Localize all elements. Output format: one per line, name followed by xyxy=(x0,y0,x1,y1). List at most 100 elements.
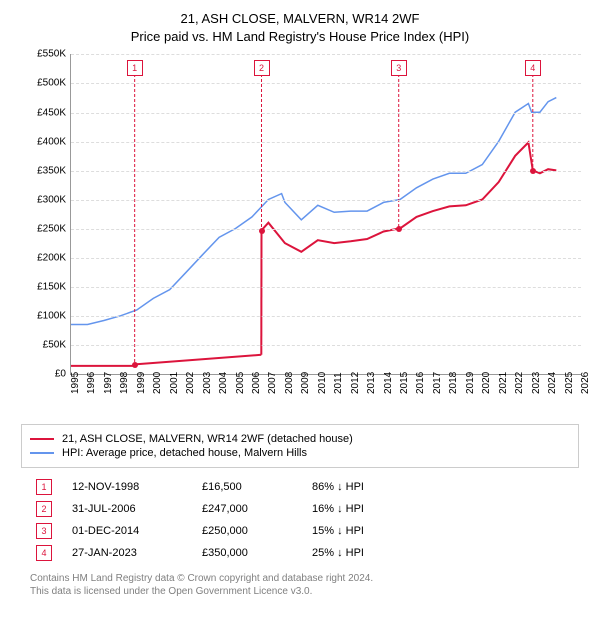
y-tick-label: £300K xyxy=(37,194,66,205)
legend-swatch xyxy=(30,452,54,454)
y-axis: £0£50K£100K£150K£200K£250K£300K£350K£400… xyxy=(20,54,70,374)
sale-marker-box: 2 xyxy=(254,60,270,76)
gridline xyxy=(71,171,581,172)
x-tick-label: 2024 xyxy=(547,372,558,394)
y-tick-label: £0 xyxy=(55,369,66,380)
sale-date: 01-DEC-2014 xyxy=(72,525,202,537)
x-tick-label: 2003 xyxy=(202,372,213,394)
legend-label: 21, ASH CLOSE, MALVERN, WR14 2WF (detach… xyxy=(62,433,353,445)
y-tick-label: £350K xyxy=(37,165,66,176)
sale-dot xyxy=(530,168,536,174)
sale-dot xyxy=(259,228,265,234)
sale-price: £247,000 xyxy=(202,503,312,515)
x-tick-label: 2021 xyxy=(498,372,509,394)
sales-table: 1 12-NOV-1998£16,50086% ↓ HPI 231-JUL-2006… xyxy=(30,476,570,564)
x-tick-label: 2014 xyxy=(383,372,394,394)
x-tick-label: 2006 xyxy=(251,372,262,394)
footer-line-2: This data is licensed under the Open Gov… xyxy=(30,585,570,598)
legend-item: 21, ASH CLOSE, MALVERN, WR14 2WF (detach… xyxy=(30,433,570,445)
sale-marker-box: 3 xyxy=(391,60,407,76)
gridline xyxy=(71,229,581,230)
sale-price: £350,000 xyxy=(202,547,312,559)
gridline xyxy=(71,316,581,317)
x-tick-label: 2025 xyxy=(564,372,575,394)
y-tick-label: £450K xyxy=(37,107,66,118)
sale-diff: 15% ↓ HPI xyxy=(312,525,570,537)
sale-price: £250,000 xyxy=(202,525,312,537)
x-tick-label: 2004 xyxy=(218,372,229,394)
sale-diff: 86% ↓ HPI xyxy=(312,481,570,493)
x-tick-label: 1998 xyxy=(119,372,130,394)
x-tick-label: 2015 xyxy=(399,372,410,394)
sale-number-badge: 1 xyxy=(36,479,52,495)
x-tick-label: 2000 xyxy=(152,372,163,394)
x-tick-label: 2012 xyxy=(350,372,361,394)
gridline xyxy=(71,83,581,84)
sale-date: 27-JAN-2023 xyxy=(72,547,202,559)
x-tick-label: 2002 xyxy=(185,372,196,394)
sale-marker-box: 1 xyxy=(127,60,143,76)
x-tick-label: 1995 xyxy=(70,372,81,394)
x-tick-label: 2001 xyxy=(169,372,180,394)
gridline xyxy=(71,345,581,346)
y-tick-label: £550K xyxy=(37,49,66,60)
x-tick-label: 2007 xyxy=(267,372,278,394)
x-tick-label: 2020 xyxy=(481,372,492,394)
x-tick-label: 2009 xyxy=(300,372,311,394)
title-line-1: 21, ASH CLOSE, MALVERN, WR14 2WF xyxy=(10,10,590,28)
gridline xyxy=(71,287,581,288)
x-tick-label: 2005 xyxy=(235,372,246,394)
x-tick-label: 2022 xyxy=(514,372,525,394)
y-tick-label: £50K xyxy=(43,340,66,351)
sale-marker-box: 4 xyxy=(525,60,541,76)
sale-row: 1 12-NOV-1998£16,50086% ↓ HPI xyxy=(30,476,570,498)
x-tick-label: 2010 xyxy=(317,372,328,394)
gridline xyxy=(71,54,581,55)
y-tick-label: £100K xyxy=(37,311,66,322)
legend-item: HPI: Average price, detached house, Malv… xyxy=(30,447,570,459)
gridline xyxy=(71,113,581,114)
x-tick-label: 2026 xyxy=(580,372,591,394)
title-line-2: Price paid vs. HM Land Registry's House … xyxy=(10,28,590,46)
x-tick-label: 2013 xyxy=(366,372,377,394)
legend-label: HPI: Average price, detached house, Malv… xyxy=(62,447,307,459)
sale-row: 4 27-JAN-2023£350,00025% ↓ HPI xyxy=(30,542,570,564)
chart-title-block: 21, ASH CLOSE, MALVERN, WR14 2WF Price p… xyxy=(10,10,590,46)
sale-date: 12-NOV-1998 xyxy=(72,481,202,493)
x-tick-label: 1997 xyxy=(103,372,114,394)
sale-diff: 25% ↓ HPI xyxy=(312,547,570,559)
x-tick-label: 2008 xyxy=(284,372,295,394)
sale-price: £16,500 xyxy=(202,481,312,493)
x-tick-label: 1999 xyxy=(136,372,147,394)
chart-area: £0 £50K £100K £150K £200K £250K £300K £350K £400… xyxy=(20,54,580,414)
sale-row: 231-JUL-2006£247,00016% ↓ HPI xyxy=(30,498,570,520)
x-tick-label: 2017 xyxy=(432,372,443,394)
legend: 21, ASH CLOSE, MALVERN, WR14 2WF (detach… xyxy=(21,424,579,468)
y-tick-label: £500K xyxy=(37,78,66,89)
x-tick-label: 2016 xyxy=(415,372,426,394)
gridline xyxy=(71,200,581,201)
sale-row: 3 01-DEC-2014£250,00015% ↓ HPI xyxy=(30,520,570,542)
y-tick-label: £200K xyxy=(37,253,66,264)
y-tick-label: £400K xyxy=(37,136,66,147)
gridline xyxy=(71,258,581,259)
x-axis: 1995199619971998199920002001200220032004… xyxy=(70,376,580,414)
y-tick-label: £150K xyxy=(37,282,66,293)
legend-swatch xyxy=(30,438,54,440)
x-tick-label: 2023 xyxy=(531,372,542,394)
x-tick-label: 1996 xyxy=(86,372,97,394)
x-tick-label: 2011 xyxy=(333,373,344,395)
y-tick-label: £250K xyxy=(37,223,66,234)
sale-diff: 16% ↓ HPI xyxy=(312,503,570,515)
series-line xyxy=(135,355,261,365)
footer-attribution: Contains HM Land Registry data © Crown c… xyxy=(30,572,570,598)
series-line xyxy=(262,143,557,252)
sale-number-badge: 3 xyxy=(36,523,52,539)
x-tick-label: 2019 xyxy=(465,372,476,394)
plot-svg xyxy=(71,54,581,374)
sale-number-badge: 4 xyxy=(36,545,52,561)
gridline xyxy=(71,142,581,143)
sale-dot xyxy=(132,362,138,368)
plot-region: 1 2 3 4 xyxy=(70,54,581,375)
sale-number-badge: 2 xyxy=(36,501,52,517)
